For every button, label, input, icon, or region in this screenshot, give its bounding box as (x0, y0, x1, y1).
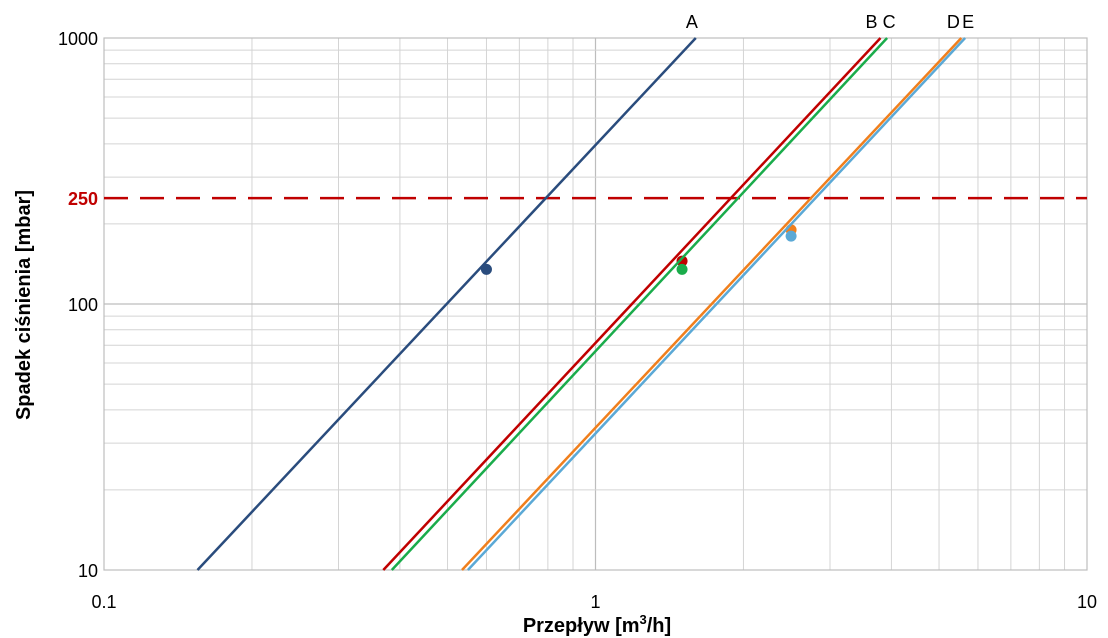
series-line-e (466, 37, 967, 571)
x-tick-label: 10 (1077, 592, 1097, 612)
series-line-a (196, 37, 697, 571)
series-label-a: A (686, 12, 698, 32)
reference-line-group: 250 (68, 189, 1087, 209)
y-tick-label: 1000 (58, 29, 98, 49)
tick-labels: 0.1 1 10 10 100 1000 (58, 29, 1097, 612)
y-tick-label: 10 (78, 561, 98, 581)
series-marker-b (676, 255, 688, 267)
series-label-b: B (865, 12, 877, 32)
series-label-e: E (962, 12, 974, 32)
series-line-c (390, 37, 889, 571)
series-marker-e (785, 230, 797, 242)
x-tick-label: 0.1 (91, 592, 116, 612)
plot-border (103, 37, 1088, 571)
series-label-c: C (883, 12, 896, 32)
x-tick-label: 1 (590, 592, 600, 612)
x-axis-title: Przepływ [m3/h] (523, 612, 671, 637)
reference-line-label: 250 (68, 189, 98, 209)
series-marker-a (480, 263, 492, 275)
grid (103, 37, 1088, 571)
series-label-d: D (947, 12, 960, 32)
y-axis-title: Spadek ciśnienia [mbar] (13, 190, 35, 420)
series-group (196, 37, 967, 571)
y-tick-label: 100 (68, 295, 98, 315)
series-marker-c (676, 263, 688, 275)
series-line-b (382, 37, 882, 571)
series-line-d (461, 37, 963, 571)
